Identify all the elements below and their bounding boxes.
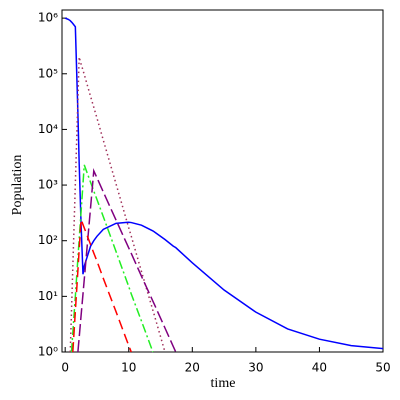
x-tick-label: 40 [312, 361, 327, 375]
series-line [70, 164, 154, 353]
y-tick-label: 10² [38, 233, 58, 247]
series-line [69, 56, 166, 353]
plot-frame [61, 9, 384, 353]
x-axis-label: time [211, 376, 236, 391]
y-tick-label: 10⁵ [38, 66, 58, 80]
y-tick-label: 10¹ [38, 289, 58, 303]
x-tick-label: 50 [375, 361, 390, 375]
x-tick-label: 30 [248, 361, 263, 375]
x-tick-label: 0 [61, 361, 69, 375]
series-line [64, 17, 384, 350]
y-tick-label: 10⁰ [38, 345, 58, 359]
y-tick-label: 10⁶ [38, 11, 58, 25]
y-tick-label: 10⁴ [38, 122, 58, 136]
x-tick-label: 20 [185, 361, 200, 375]
y-axis-label: Population [10, 155, 25, 216]
y-tick-label: 10³ [38, 178, 58, 192]
x-tick-label: 10 [121, 361, 136, 375]
series-line [77, 167, 177, 353]
series-line [72, 219, 132, 353]
